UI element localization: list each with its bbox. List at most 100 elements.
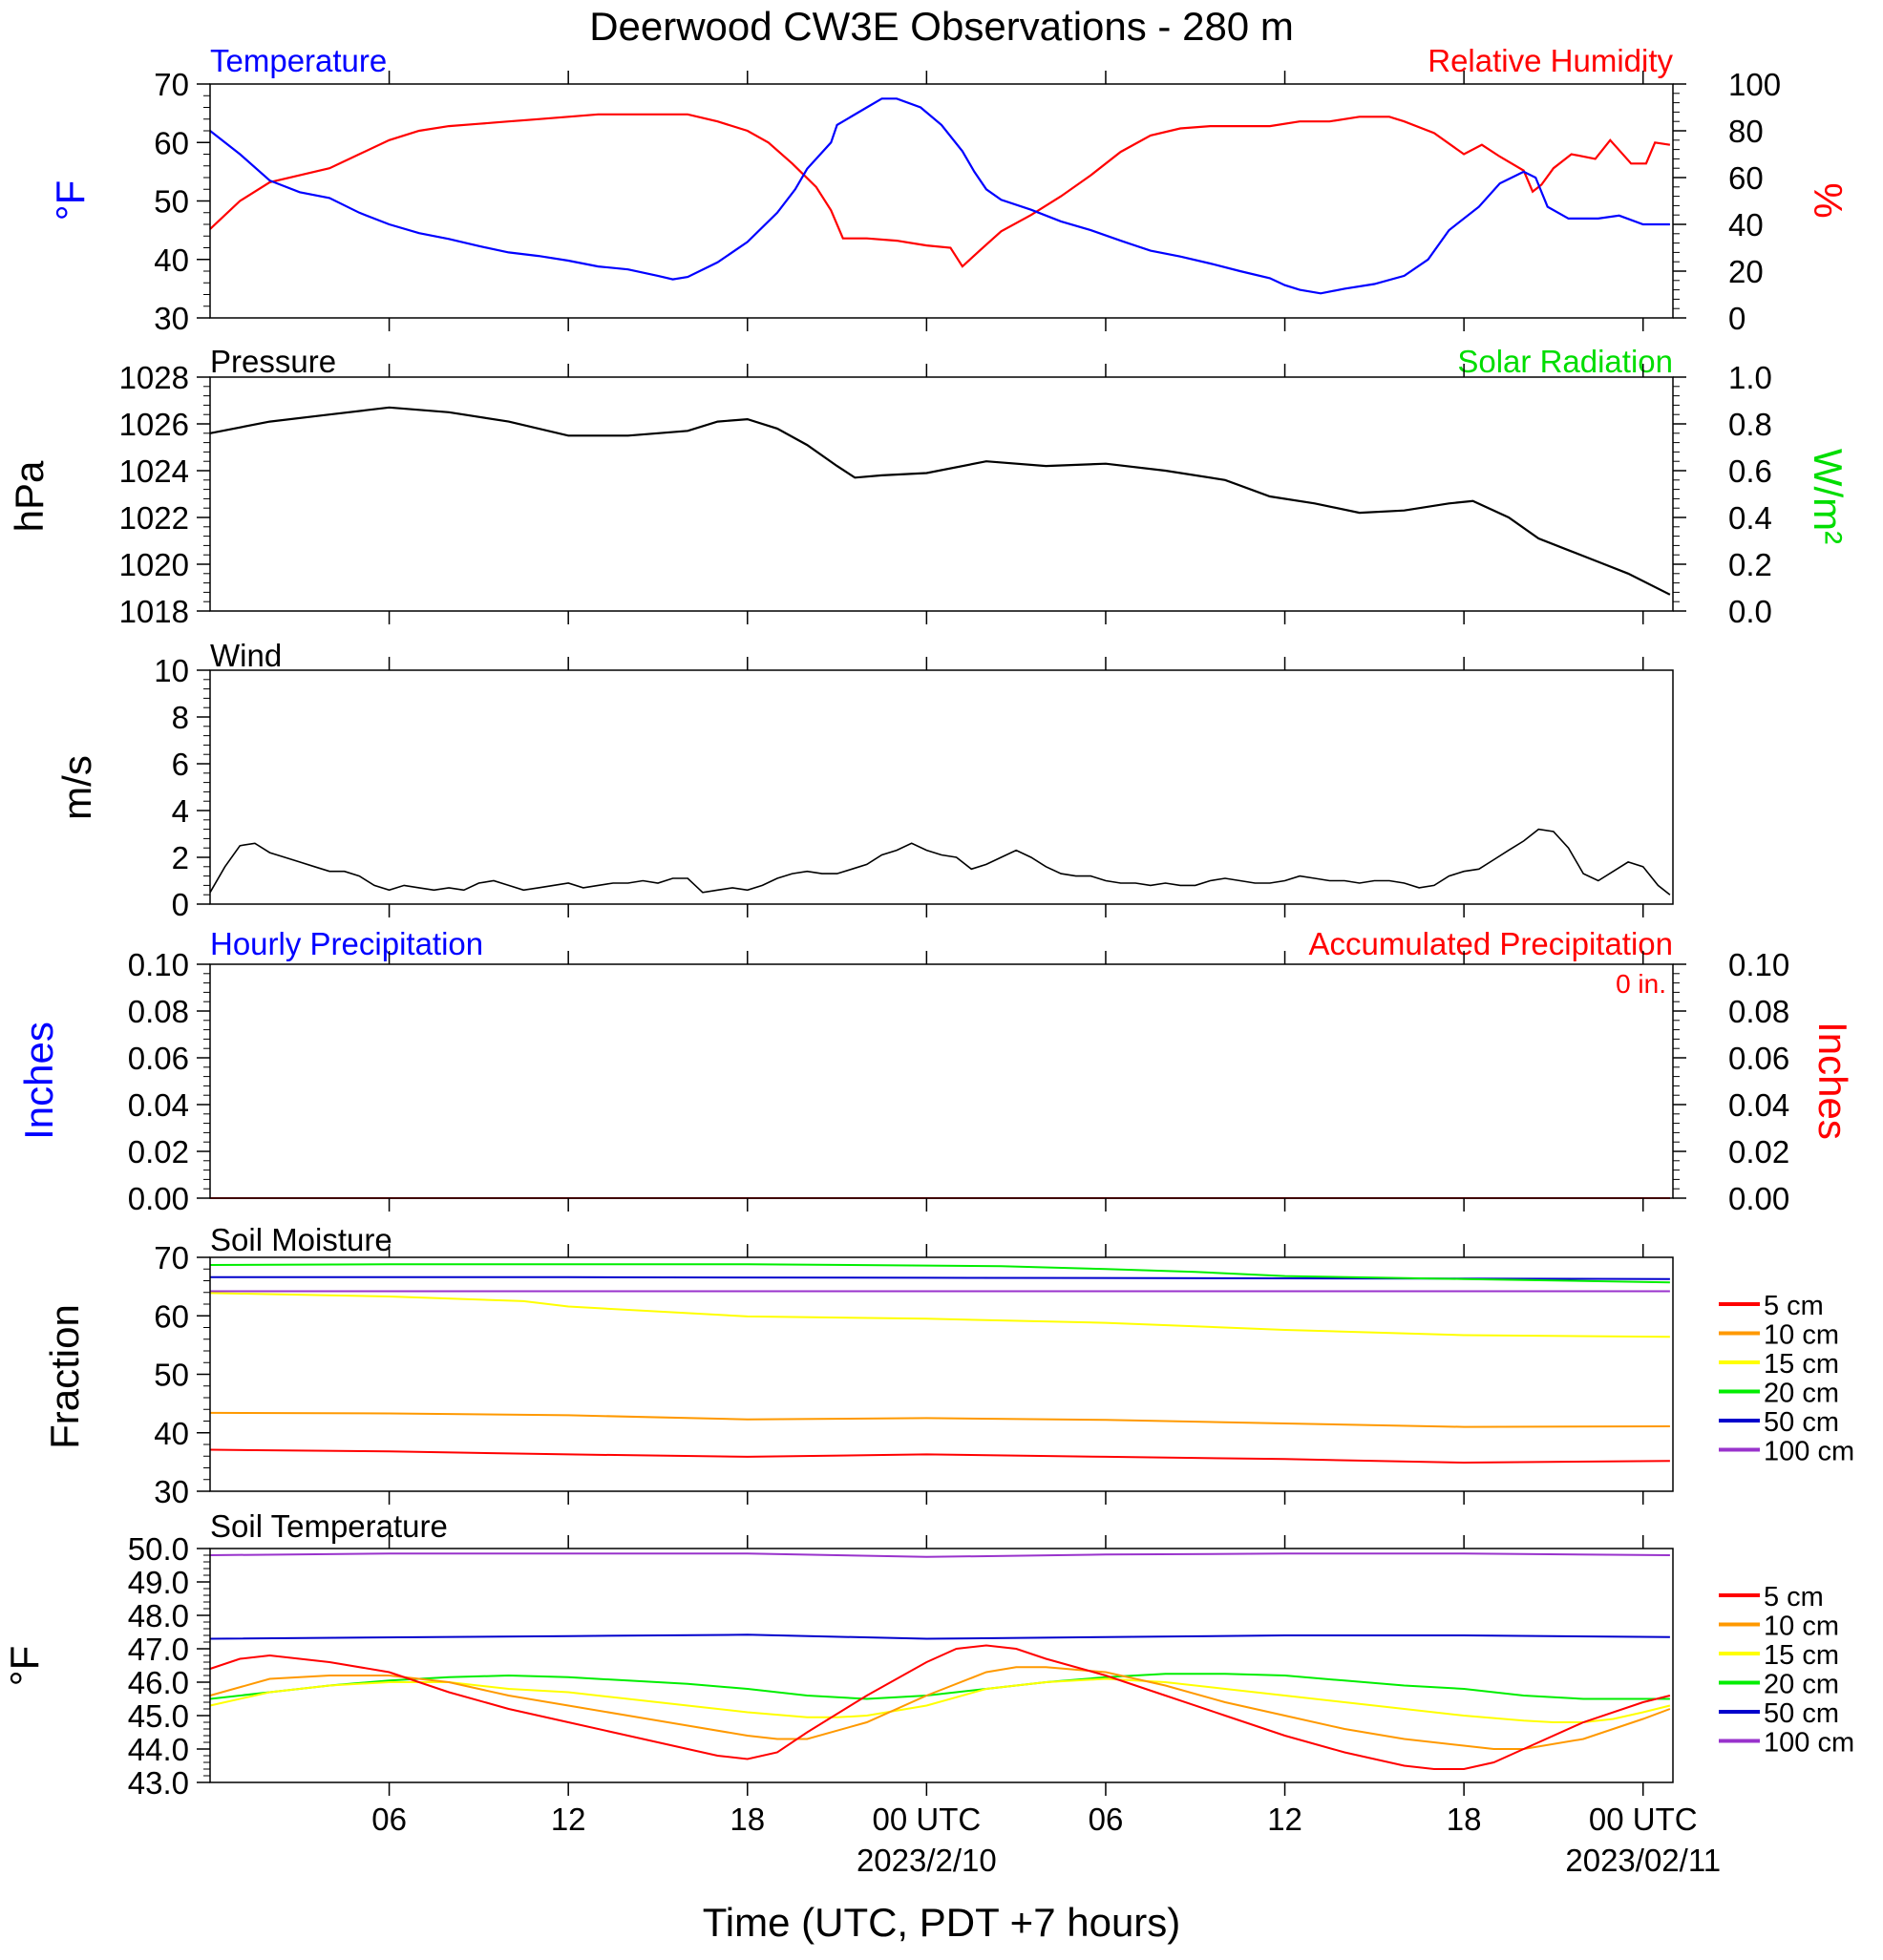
y-tick-label: 0: [172, 887, 189, 922]
soil-temp-left-ticks: 43.044.045.046.047.048.049.050.0: [128, 1531, 210, 1801]
pressure-series: [209, 406, 1671, 596]
depth-line-4: [209, 1633, 1670, 1640]
y-tick-label: 50: [154, 184, 189, 220]
legend-label: 100 cm: [1764, 1728, 1854, 1759]
panel-pressure: Pressure Solar Radiation hPa W/m² 1018 10…: [7, 344, 1851, 629]
accum-precip-unit-label: Inches: [1810, 1022, 1855, 1140]
depth-line-1: [209, 1666, 1671, 1750]
legend-label: 10 cm: [1764, 1612, 1839, 1642]
pressure-left-ticks: 1018 1020 1022 1024 1026 1028: [119, 360, 210, 629]
y-tick-label: 1020: [119, 547, 189, 582]
wind-unit-label: m/s: [54, 755, 99, 820]
soil-moisture-unit-label: Fraction: [42, 1304, 87, 1449]
panel-soil-temp: Soil Temperature °F 43.044.045.046.047.0…: [2, 1508, 1854, 1801]
depth-line-2: [209, 1677, 1671, 1723]
soil-moisture-series: [209, 1263, 1670, 1465]
x-axis-ticks: [388, 71, 1644, 1796]
y-right-tick-label: 0.00: [1728, 1181, 1789, 1216]
y-tick-label: 0.10: [128, 947, 189, 982]
y-right-tick-label: 0.4: [1728, 500, 1772, 536]
y-tick-label: 45.0: [128, 1698, 189, 1734]
hourly-precip-title: Hourly Precipitation: [210, 926, 483, 961]
depth-line-0: [209, 1644, 1671, 1770]
y-right-tick-label: 0.2: [1728, 547, 1772, 582]
solar-unit-label: W/m²: [1806, 449, 1851, 544]
y-tick-label: 1024: [119, 453, 189, 489]
y-right-tick-label: 0.8: [1728, 407, 1772, 442]
soil-temp-unit-label: °F: [2, 1646, 47, 1686]
depth-line-0: [209, 1448, 1670, 1465]
soil-moisture-plot-frame: [209, 1256, 1674, 1492]
pressure-title: Pressure: [210, 344, 336, 379]
y-right-tick-label: 0.06: [1728, 1041, 1789, 1076]
soil-temp-plot-frame: [209, 1548, 1674, 1783]
y-tick-label: 48.0: [128, 1598, 189, 1633]
y-tick-label: 50.0: [128, 1531, 189, 1567]
x-axis-title: Time (UTC, PDT +7 hours): [703, 1900, 1181, 1945]
legend-label: 15 cm: [1764, 1640, 1839, 1671]
y-tick-label: 30: [154, 301, 189, 336]
y-tick-label: 4: [172, 793, 189, 829]
temp-rh-plot-frame: [209, 83, 1674, 319]
soil-moisture-title: Soil Moisture: [210, 1222, 392, 1257]
y-right-tick-label: 80: [1728, 114, 1764, 149]
y-right-tick-label: 0.10: [1728, 947, 1789, 982]
y-tick-label: 44.0: [128, 1732, 189, 1767]
relative-humidity-line: [209, 113, 1671, 268]
x-tick-label: 00 UTC: [873, 1802, 982, 1837]
y-tick-label: 30: [154, 1474, 189, 1509]
temp-rh-left-ticks: 30 40 50 60 70: [154, 67, 210, 336]
wind-title: Wind: [210, 638, 282, 673]
pressure-plot-frame: [209, 376, 1674, 612]
pressure-line: [209, 406, 1671, 596]
y-right-tick-label: 60: [1728, 160, 1764, 196]
wind-series: [209, 828, 1671, 896]
y-tick-label: 60: [154, 125, 189, 160]
legend-label: 50 cm: [1764, 1698, 1839, 1729]
x-tick-label: 18: [730, 1802, 765, 1837]
depth-line-1: [209, 1411, 1670, 1428]
depth-line-3: [209, 1263, 1670, 1284]
pressure-unit-label: hPa: [7, 460, 52, 532]
x-tick-label: 00 UTC: [1589, 1802, 1698, 1837]
y-tick-label: 40: [154, 1416, 189, 1451]
y-right-tick-label: 0.02: [1728, 1134, 1789, 1170]
y-tick-label: 6: [172, 747, 189, 782]
legend-label: 10 cm: [1764, 1320, 1839, 1351]
legend-label: 20 cm: [1764, 1379, 1839, 1409]
y-right-tick-label: 0.08: [1728, 994, 1789, 1029]
soil-temp-series: [209, 1552, 1671, 1770]
x-tick-label: 18: [1447, 1802, 1482, 1837]
legend-label: 5 cm: [1764, 1582, 1824, 1612]
soil-moisture-left-ticks: 30 40 50 60 70: [154, 1240, 210, 1509]
wind-speed-line: [209, 828, 1671, 896]
x-axis-tick-labels: 06 12 18 00 UTC 06 12 18 00 UTC: [371, 1802, 1697, 1837]
x-tick-label: 12: [551, 1802, 586, 1837]
legend-label: 20 cm: [1764, 1670, 1839, 1700]
y-tick-label: 1018: [119, 594, 189, 629]
y-tick-label: 1026: [119, 407, 189, 442]
panel-precip: Hourly Precipitation Accumulated Precipi…: [16, 926, 1855, 1216]
y-tick-label: 49.0: [128, 1565, 189, 1600]
x-tick-label: 12: [1267, 1802, 1302, 1837]
wind-plot-frame: [209, 669, 1674, 905]
y-tick-label: 0.02: [128, 1134, 189, 1170]
y-right-tick-label: 0.04: [1728, 1087, 1789, 1123]
relative-humidity-title: Relative Humidity: [1428, 43, 1673, 78]
y-tick-label: 40: [154, 242, 189, 278]
temperature-unit-label: °F: [48, 180, 93, 221]
accum-precip-total: 0 in.: [1616, 969, 1666, 999]
precip-plot-frame: [209, 963, 1674, 1199]
panel-temp-rh: Temperature Relative Humidity °F % 30 40 5…: [48, 43, 1851, 336]
y-right-tick-label: 0.0: [1728, 594, 1772, 629]
y-tick-label: 1022: [119, 500, 189, 536]
precip-right-ticks: 0.00 0.02 0.04 0.06 0.08 0.10: [1673, 947, 1789, 1216]
y-tick-label: 10: [154, 653, 189, 688]
x-tick-label: 06: [371, 1802, 407, 1837]
solar-radiation-title: Solar Radiation: [1457, 344, 1673, 379]
legend-label: 100 cm: [1764, 1437, 1854, 1467]
depth-line-5: [209, 1552, 1670, 1558]
